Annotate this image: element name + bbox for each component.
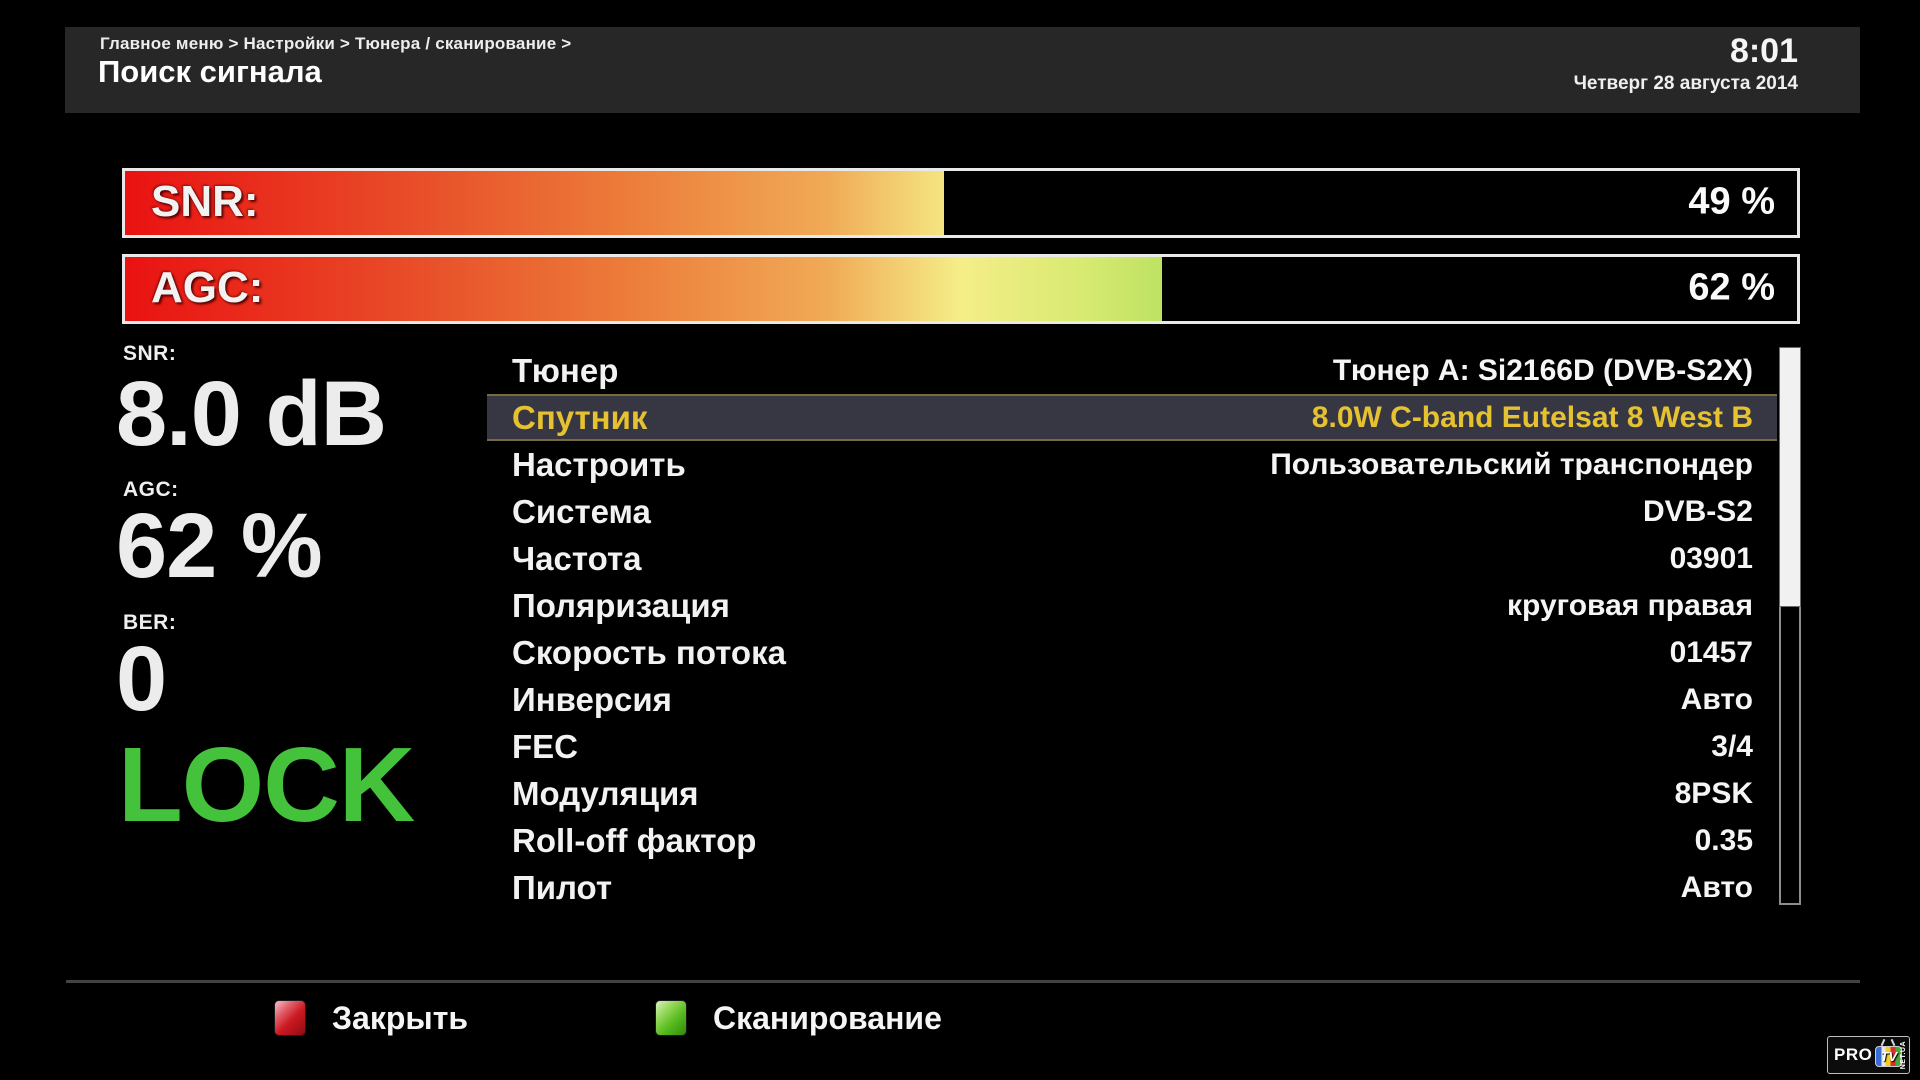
logo-tv-text: TV (1875, 1046, 1903, 1067)
logo-pro-text: PRO (1834, 1045, 1873, 1064)
tv-icon: TV (1875, 1038, 1903, 1067)
setting-label: FEC (512, 727, 578, 765)
setting-label: Модуляция (512, 774, 699, 812)
setting-row-satellite[interactable]: Спутник 8.0W C-band Eutelsat 8 West B (487, 394, 1777, 441)
clock-time: 8:01 (1729, 32, 1798, 70)
snr-signal-bar: SNR: 49 % (122, 168, 1800, 238)
scrollbar-thumb[interactable] (1779, 347, 1801, 607)
close-button-label: Закрыть (332, 999, 469, 1036)
agc-metric-value: 62 % (116, 495, 323, 597)
green-key-icon (655, 1000, 687, 1036)
close-button[interactable]: Закрыть (274, 996, 468, 1040)
setting-row-symbol-rate[interactable]: Скорость потока 01457 (487, 629, 1777, 676)
settings-list: Тюнер Тюнер A: Si2166D (DVB-S2X) Спутник… (487, 347, 1777, 911)
ber-metric-value: 0 (116, 628, 167, 730)
agc-bar-value: 62 % (1688, 266, 1775, 309)
setting-row-inversion[interactable]: Инверсия Авто (487, 676, 1777, 723)
setting-row-polarization[interactable]: Поляризация круговая правая (487, 582, 1777, 629)
snr-bar-value: 49 % (1688, 180, 1775, 223)
setting-row-configure[interactable]: Настроить Пользовательский транспондер (487, 441, 1777, 488)
agc-metric-label: AGC: (123, 478, 179, 501)
setting-value: 8PSK (1674, 776, 1753, 810)
setting-label: Roll-off фактор (512, 821, 757, 859)
scan-button[interactable]: Сканирование (655, 996, 942, 1040)
snr-metric-label: SNR: (123, 342, 177, 365)
setting-label: Частота (512, 539, 642, 577)
setting-label: Спутник (512, 398, 648, 436)
snr-bar-gradient (125, 171, 945, 235)
snr-metric-value: 8.0 dB (116, 363, 387, 465)
setting-value: DVB-S2 (1642, 494, 1753, 528)
setting-label: Инверсия (512, 680, 672, 718)
agc-bar-label: AGC: (151, 263, 264, 312)
setting-row-pilot[interactable]: Пилот Авто (487, 864, 1777, 911)
setting-row-modulation[interactable]: Модуляция 8PSK (487, 770, 1777, 817)
setting-row-rolloff[interactable]: Roll-off фактор 0.35 (487, 817, 1777, 864)
setting-label: Настроить (512, 445, 686, 483)
setting-label: Скорость потока (512, 633, 786, 671)
setting-value: 8.0W C-band Eutelsat 8 West B (1311, 400, 1753, 434)
page-title: Поиск сигнала (98, 54, 322, 89)
setting-row-frequency[interactable]: Частота 03901 (487, 535, 1777, 582)
setting-label: Тюнер (512, 351, 619, 389)
agc-bar-fill (125, 257, 1162, 321)
scrollbar-track[interactable] (1779, 347, 1801, 905)
channel-logo: PRO TV NET.UA (1827, 1036, 1910, 1074)
setting-value: Пользовательский транспондер (1270, 447, 1753, 481)
setting-label: Система (512, 492, 651, 530)
setting-row-system[interactable]: Система DVB-S2 (487, 488, 1777, 535)
logo-net-text: NET.UA (1900, 1040, 1907, 1070)
scan-button-label: Сканирование (713, 999, 942, 1036)
setting-row-fec[interactable]: FEC 3/4 (487, 723, 1777, 770)
setting-value: 0.35 (1694, 823, 1753, 857)
setting-value: 03901 (1669, 541, 1753, 575)
setting-value: Тюнер A: Si2166D (DVB-S2X) (1332, 353, 1753, 387)
setting-row-tuner[interactable]: Тюнер Тюнер A: Si2166D (DVB-S2X) (487, 347, 1777, 394)
agc-signal-bar: AGC: 62 % (122, 254, 1800, 324)
header-bar: Главное меню > Настройки > Тюнера / скан… (65, 27, 1860, 113)
red-key-icon (274, 1000, 306, 1036)
setting-value: 3/4 (1711, 729, 1753, 763)
snr-bar-label: SNR: (151, 177, 259, 226)
setting-label: Пилот (512, 868, 613, 906)
setting-value: 01457 (1669, 635, 1753, 669)
footer-divider (66, 980, 1860, 983)
setting-value: Авто (1680, 682, 1753, 716)
setting-label: Поляризация (512, 586, 730, 624)
clock-date: Четверг 28 августа 2014 (1573, 73, 1798, 94)
breadcrumb: Главное меню > Настройки > Тюнера / скан… (100, 34, 572, 53)
agc-bar-gradient (125, 257, 1162, 321)
setting-value: Авто (1680, 870, 1753, 904)
ber-metric-label: BER: (123, 611, 177, 634)
snr-bar-fill (125, 171, 945, 235)
lock-status: LOCK (118, 726, 415, 844)
setting-value: круговая правая (1507, 588, 1753, 622)
